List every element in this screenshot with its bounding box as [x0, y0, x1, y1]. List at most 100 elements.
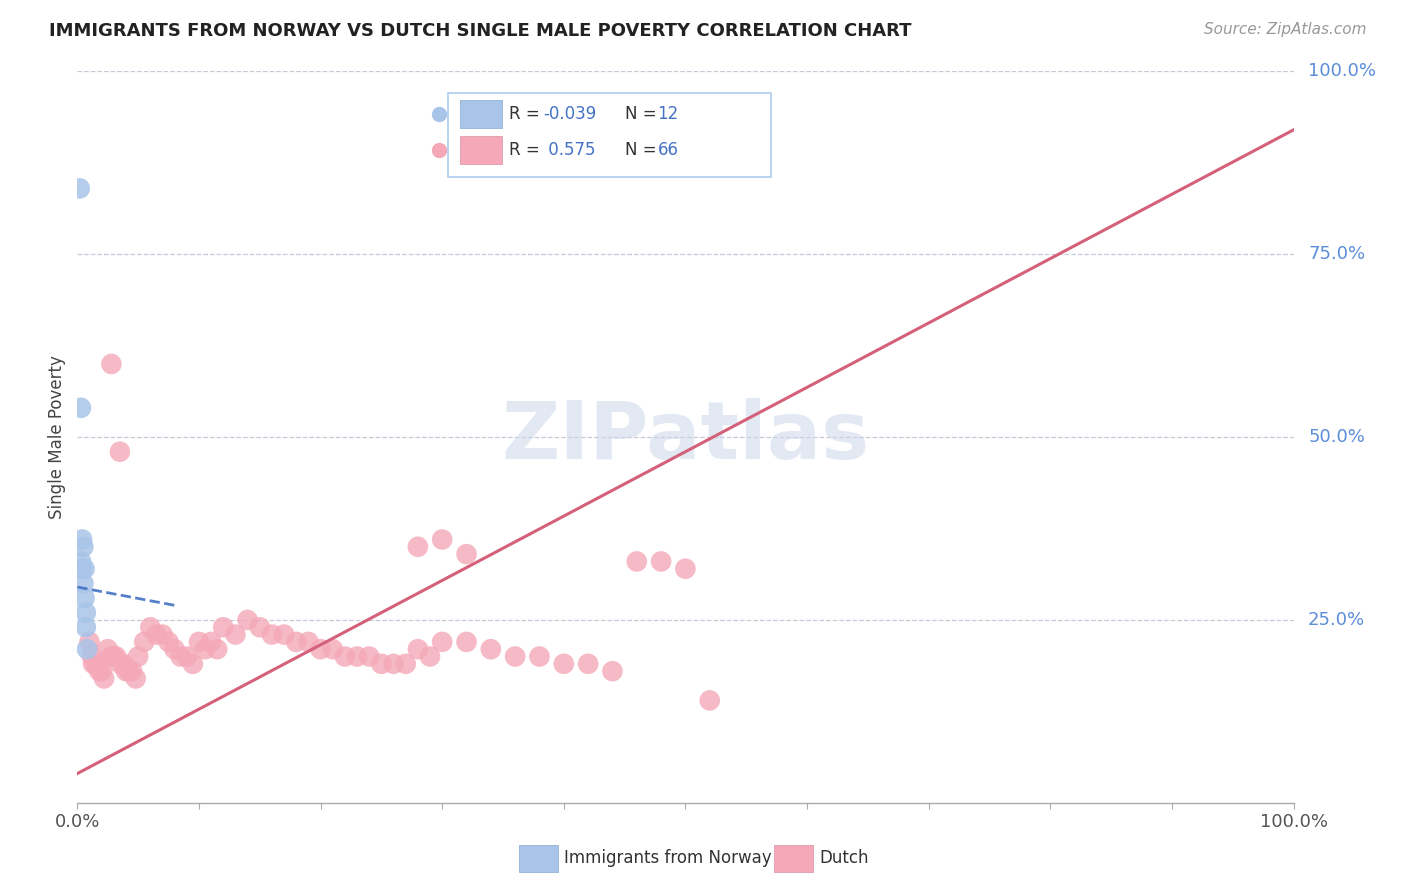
- Point: [430, 635, 453, 649]
- Point: [626, 554, 648, 568]
- Text: N =: N =: [624, 104, 661, 123]
- Point: [93, 672, 115, 686]
- Point: [236, 613, 259, 627]
- Text: 75.0%: 75.0%: [1308, 245, 1365, 263]
- Y-axis label: Single Male Poverty: Single Male Poverty: [48, 355, 66, 519]
- Point: [212, 620, 235, 634]
- Point: [406, 540, 429, 554]
- Text: R =: R =: [509, 104, 546, 123]
- Text: 0.575: 0.575: [543, 141, 596, 160]
- Point: [176, 649, 198, 664]
- Point: [479, 642, 502, 657]
- Point: [224, 627, 246, 641]
- Point: [602, 664, 624, 678]
- Point: [529, 649, 551, 664]
- Point: [553, 657, 575, 671]
- Text: N =: N =: [624, 141, 661, 160]
- Point: [108, 444, 131, 458]
- Text: 25.0%: 25.0%: [1308, 611, 1365, 629]
- Point: [103, 649, 125, 664]
- Point: [309, 642, 332, 657]
- Point: [100, 357, 122, 371]
- Point: [699, 693, 721, 707]
- Point: [76, 642, 98, 657]
- Point: [80, 649, 103, 664]
- Text: Immigrants from Norway: Immigrants from Norway: [564, 848, 772, 867]
- Point: [79, 635, 101, 649]
- Point: [70, 533, 93, 547]
- Point: [100, 649, 122, 664]
- Point: [346, 649, 368, 664]
- FancyBboxPatch shape: [460, 136, 502, 164]
- Point: [382, 657, 405, 671]
- Point: [70, 554, 93, 568]
- Point: [70, 562, 93, 576]
- Point: [456, 547, 478, 561]
- Point: [97, 642, 120, 657]
- Text: R =: R =: [509, 141, 546, 160]
- Point: [139, 620, 162, 634]
- Point: [249, 620, 271, 634]
- Point: [370, 657, 392, 671]
- Point: [188, 635, 211, 649]
- Point: [333, 649, 356, 664]
- Text: 66: 66: [658, 141, 679, 160]
- Text: ZIPatlas: ZIPatlas: [502, 398, 869, 476]
- Point: [121, 664, 143, 678]
- Point: [675, 562, 697, 576]
- Point: [285, 635, 308, 649]
- Text: Dutch: Dutch: [820, 848, 869, 867]
- Point: [108, 657, 131, 671]
- Point: [322, 642, 344, 657]
- Point: [72, 576, 94, 591]
- FancyBboxPatch shape: [449, 94, 770, 178]
- Point: [73, 562, 96, 576]
- Point: [82, 657, 104, 671]
- Point: [117, 664, 139, 678]
- Point: [69, 181, 91, 195]
- Point: [273, 627, 295, 641]
- Point: [90, 664, 112, 678]
- Point: [395, 657, 418, 671]
- Point: [456, 635, 478, 649]
- Text: -0.039: -0.039: [543, 104, 596, 123]
- Text: 12: 12: [658, 104, 679, 123]
- Point: [127, 649, 149, 664]
- Point: [170, 649, 193, 664]
- Point: [152, 627, 174, 641]
- Point: [406, 642, 429, 657]
- Text: 50.0%: 50.0%: [1308, 428, 1365, 446]
- Point: [205, 642, 228, 657]
- Point: [650, 554, 672, 568]
- Point: [72, 540, 94, 554]
- Point: [297, 635, 319, 649]
- Text: 100.0%: 100.0%: [1308, 62, 1376, 80]
- Point: [427, 107, 450, 121]
- Point: [115, 664, 138, 678]
- Point: [200, 635, 222, 649]
- Point: [145, 627, 167, 641]
- Point: [89, 664, 111, 678]
- Point: [75, 620, 97, 634]
- Point: [419, 649, 441, 664]
- Point: [84, 657, 107, 671]
- Point: [503, 649, 526, 664]
- Point: [163, 642, 186, 657]
- Text: Source: ZipAtlas.com: Source: ZipAtlas.com: [1204, 22, 1367, 37]
- Point: [70, 401, 93, 415]
- Point: [73, 591, 96, 605]
- Point: [105, 649, 128, 664]
- FancyBboxPatch shape: [775, 846, 813, 872]
- FancyBboxPatch shape: [519, 846, 558, 872]
- Point: [125, 672, 148, 686]
- Point: [134, 635, 156, 649]
- Point: [576, 657, 599, 671]
- Point: [75, 606, 97, 620]
- Point: [194, 642, 217, 657]
- Point: [112, 657, 135, 671]
- Point: [157, 635, 180, 649]
- Point: [430, 533, 453, 547]
- Point: [260, 627, 283, 641]
- Text: IMMIGRANTS FROM NORWAY VS DUTCH SINGLE MALE POVERTY CORRELATION CHART: IMMIGRANTS FROM NORWAY VS DUTCH SINGLE M…: [49, 22, 911, 40]
- Point: [181, 657, 204, 671]
